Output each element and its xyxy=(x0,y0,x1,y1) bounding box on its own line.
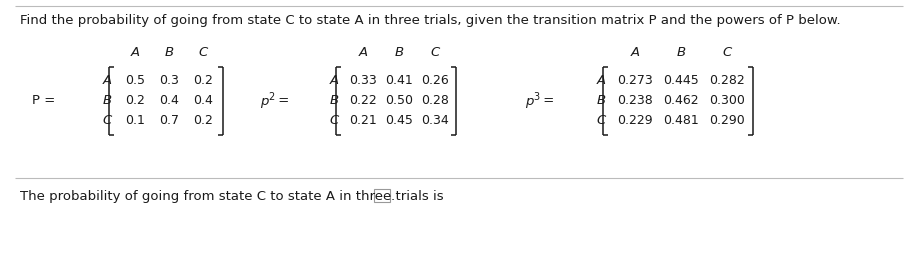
Text: p: p xyxy=(525,94,533,108)
Text: 0.7: 0.7 xyxy=(159,114,179,127)
Text: .: . xyxy=(391,190,395,203)
Text: =: = xyxy=(274,94,294,108)
Text: B: B xyxy=(164,46,174,59)
Text: p: p xyxy=(260,94,268,108)
Text: A: A xyxy=(597,74,606,88)
Text: A: A xyxy=(103,74,112,88)
Text: B: B xyxy=(103,94,112,108)
Text: 0.2: 0.2 xyxy=(125,94,145,108)
Text: C: C xyxy=(103,114,112,127)
Text: 0.462: 0.462 xyxy=(663,94,699,108)
Text: A: A xyxy=(631,46,640,59)
Text: P =: P = xyxy=(32,94,60,108)
Text: The probability of going from state C to state A in three trials is: The probability of going from state C to… xyxy=(20,190,443,203)
Text: 0.50: 0.50 xyxy=(385,94,413,108)
Text: B: B xyxy=(330,94,339,108)
Text: Find the probability of going from state C to state A in three trials, given the: Find the probability of going from state… xyxy=(20,14,841,27)
Text: 0.300: 0.300 xyxy=(709,94,744,108)
Text: C: C xyxy=(431,46,440,59)
Text: 0.22: 0.22 xyxy=(349,94,377,108)
Text: 0.229: 0.229 xyxy=(617,114,653,127)
Text: 3: 3 xyxy=(533,92,539,102)
Text: =: = xyxy=(539,94,558,108)
Text: 0.445: 0.445 xyxy=(663,74,699,88)
Text: A: A xyxy=(358,46,367,59)
Text: 0.45: 0.45 xyxy=(385,114,413,127)
Text: 0.28: 0.28 xyxy=(421,94,449,108)
Text: C: C xyxy=(198,46,207,59)
Text: 2: 2 xyxy=(268,92,274,102)
Text: B: B xyxy=(677,46,686,59)
Text: C: C xyxy=(330,114,339,127)
Text: C: C xyxy=(597,114,606,127)
Text: 0.33: 0.33 xyxy=(349,74,377,88)
Text: 0.5: 0.5 xyxy=(125,74,145,88)
Text: B: B xyxy=(395,46,404,59)
Text: 0.481: 0.481 xyxy=(663,114,699,127)
Text: 0.1: 0.1 xyxy=(125,114,145,127)
Text: 0.34: 0.34 xyxy=(421,114,449,127)
Text: 0.290: 0.290 xyxy=(709,114,744,127)
Text: C: C xyxy=(722,46,732,59)
Text: 0.21: 0.21 xyxy=(349,114,377,127)
Text: A: A xyxy=(330,74,339,88)
Text: 0.4: 0.4 xyxy=(159,94,179,108)
Bar xyxy=(374,189,390,202)
Text: 0.41: 0.41 xyxy=(386,74,413,88)
Text: 0.238: 0.238 xyxy=(617,94,653,108)
Text: 0.2: 0.2 xyxy=(193,74,213,88)
Text: B: B xyxy=(597,94,606,108)
Text: 0.3: 0.3 xyxy=(159,74,179,88)
Text: 0.282: 0.282 xyxy=(709,74,744,88)
Text: 0.4: 0.4 xyxy=(193,94,213,108)
Text: A: A xyxy=(130,46,140,59)
Text: 0.273: 0.273 xyxy=(617,74,653,88)
Text: 0.2: 0.2 xyxy=(193,114,213,127)
Text: 0.26: 0.26 xyxy=(421,74,449,88)
